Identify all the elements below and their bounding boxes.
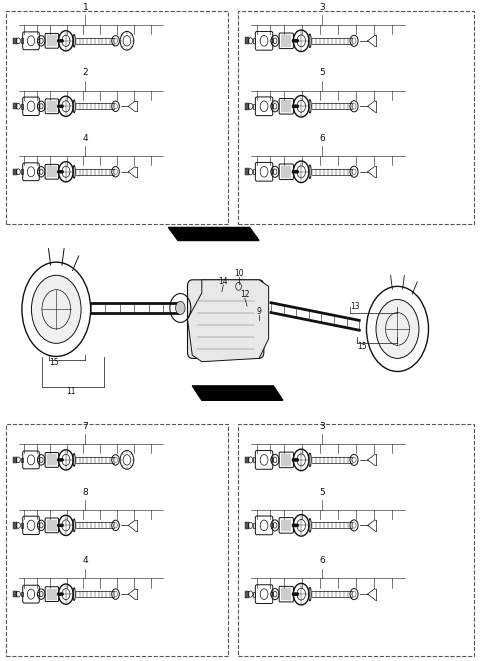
Circle shape bbox=[61, 171, 63, 173]
Circle shape bbox=[292, 40, 294, 42]
Text: 13: 13 bbox=[350, 302, 360, 311]
Bar bbox=[253, 592, 255, 597]
Text: 5: 5 bbox=[319, 69, 325, 77]
Circle shape bbox=[58, 524, 60, 527]
Circle shape bbox=[60, 459, 61, 461]
Text: 3: 3 bbox=[319, 422, 325, 431]
Circle shape bbox=[294, 105, 296, 108]
Bar bbox=[253, 169, 255, 175]
Text: 2: 2 bbox=[83, 69, 88, 77]
Text: 3: 3 bbox=[319, 3, 325, 12]
Text: 9: 9 bbox=[257, 307, 262, 316]
Circle shape bbox=[58, 105, 60, 108]
Bar bbox=[13, 522, 16, 529]
Circle shape bbox=[294, 171, 296, 173]
Circle shape bbox=[61, 40, 63, 42]
Circle shape bbox=[292, 105, 294, 108]
Bar bbox=[13, 169, 16, 175]
Text: 11: 11 bbox=[66, 387, 75, 396]
Polygon shape bbox=[168, 227, 259, 241]
Bar bbox=[245, 169, 249, 175]
Text: 6: 6 bbox=[319, 134, 325, 143]
Circle shape bbox=[61, 593, 63, 596]
Bar bbox=[21, 169, 23, 174]
Bar bbox=[13, 457, 16, 463]
Bar bbox=[6, 424, 228, 656]
Text: 1: 1 bbox=[83, 3, 88, 12]
Circle shape bbox=[60, 105, 61, 108]
Bar bbox=[253, 104, 255, 109]
Bar bbox=[13, 103, 16, 110]
Bar bbox=[253, 38, 255, 43]
Circle shape bbox=[176, 301, 185, 315]
Circle shape bbox=[58, 593, 60, 596]
Bar bbox=[245, 457, 249, 463]
Circle shape bbox=[294, 40, 296, 42]
Text: 8: 8 bbox=[83, 488, 88, 496]
Bar bbox=[21, 104, 23, 108]
Bar bbox=[245, 103, 249, 110]
Bar bbox=[21, 38, 23, 43]
Bar bbox=[253, 523, 255, 528]
Circle shape bbox=[58, 171, 60, 173]
Bar bbox=[238, 11, 474, 224]
Circle shape bbox=[297, 593, 298, 596]
Circle shape bbox=[58, 40, 60, 42]
Circle shape bbox=[60, 524, 61, 527]
Circle shape bbox=[376, 299, 419, 358]
FancyBboxPatch shape bbox=[188, 280, 264, 358]
Polygon shape bbox=[188, 280, 269, 362]
Circle shape bbox=[292, 171, 294, 173]
Text: 15: 15 bbox=[49, 358, 59, 367]
Text: 6: 6 bbox=[319, 557, 325, 565]
Text: 4: 4 bbox=[83, 557, 88, 565]
Circle shape bbox=[292, 593, 294, 596]
Text: 14: 14 bbox=[218, 277, 228, 286]
Circle shape bbox=[292, 459, 294, 461]
Text: 15: 15 bbox=[357, 342, 367, 350]
Text: 4: 4 bbox=[83, 134, 88, 143]
Bar bbox=[245, 522, 249, 529]
Circle shape bbox=[294, 459, 296, 461]
Bar bbox=[21, 457, 23, 462]
Circle shape bbox=[294, 593, 296, 596]
Circle shape bbox=[61, 459, 63, 461]
Bar bbox=[13, 38, 16, 44]
Circle shape bbox=[60, 171, 61, 173]
Bar bbox=[245, 38, 249, 44]
Bar bbox=[253, 457, 255, 462]
Circle shape bbox=[58, 459, 60, 461]
Bar bbox=[245, 591, 249, 598]
Text: 10: 10 bbox=[234, 269, 243, 278]
Bar bbox=[6, 11, 228, 224]
Circle shape bbox=[294, 524, 296, 527]
Bar bbox=[13, 591, 16, 598]
Text: 5: 5 bbox=[319, 488, 325, 496]
Circle shape bbox=[292, 524, 294, 527]
Circle shape bbox=[60, 40, 61, 42]
Text: 7: 7 bbox=[83, 422, 88, 431]
Circle shape bbox=[61, 524, 63, 527]
Circle shape bbox=[297, 524, 298, 527]
Text: 12: 12 bbox=[240, 290, 250, 299]
Bar bbox=[21, 592, 23, 596]
Circle shape bbox=[32, 275, 81, 343]
Circle shape bbox=[297, 171, 298, 173]
Bar bbox=[21, 523, 23, 527]
Circle shape bbox=[60, 593, 61, 596]
Circle shape bbox=[297, 40, 298, 42]
Bar bbox=[238, 424, 474, 656]
Circle shape bbox=[297, 105, 298, 108]
Circle shape bbox=[61, 105, 63, 108]
Circle shape bbox=[297, 459, 298, 461]
Polygon shape bbox=[192, 386, 283, 401]
